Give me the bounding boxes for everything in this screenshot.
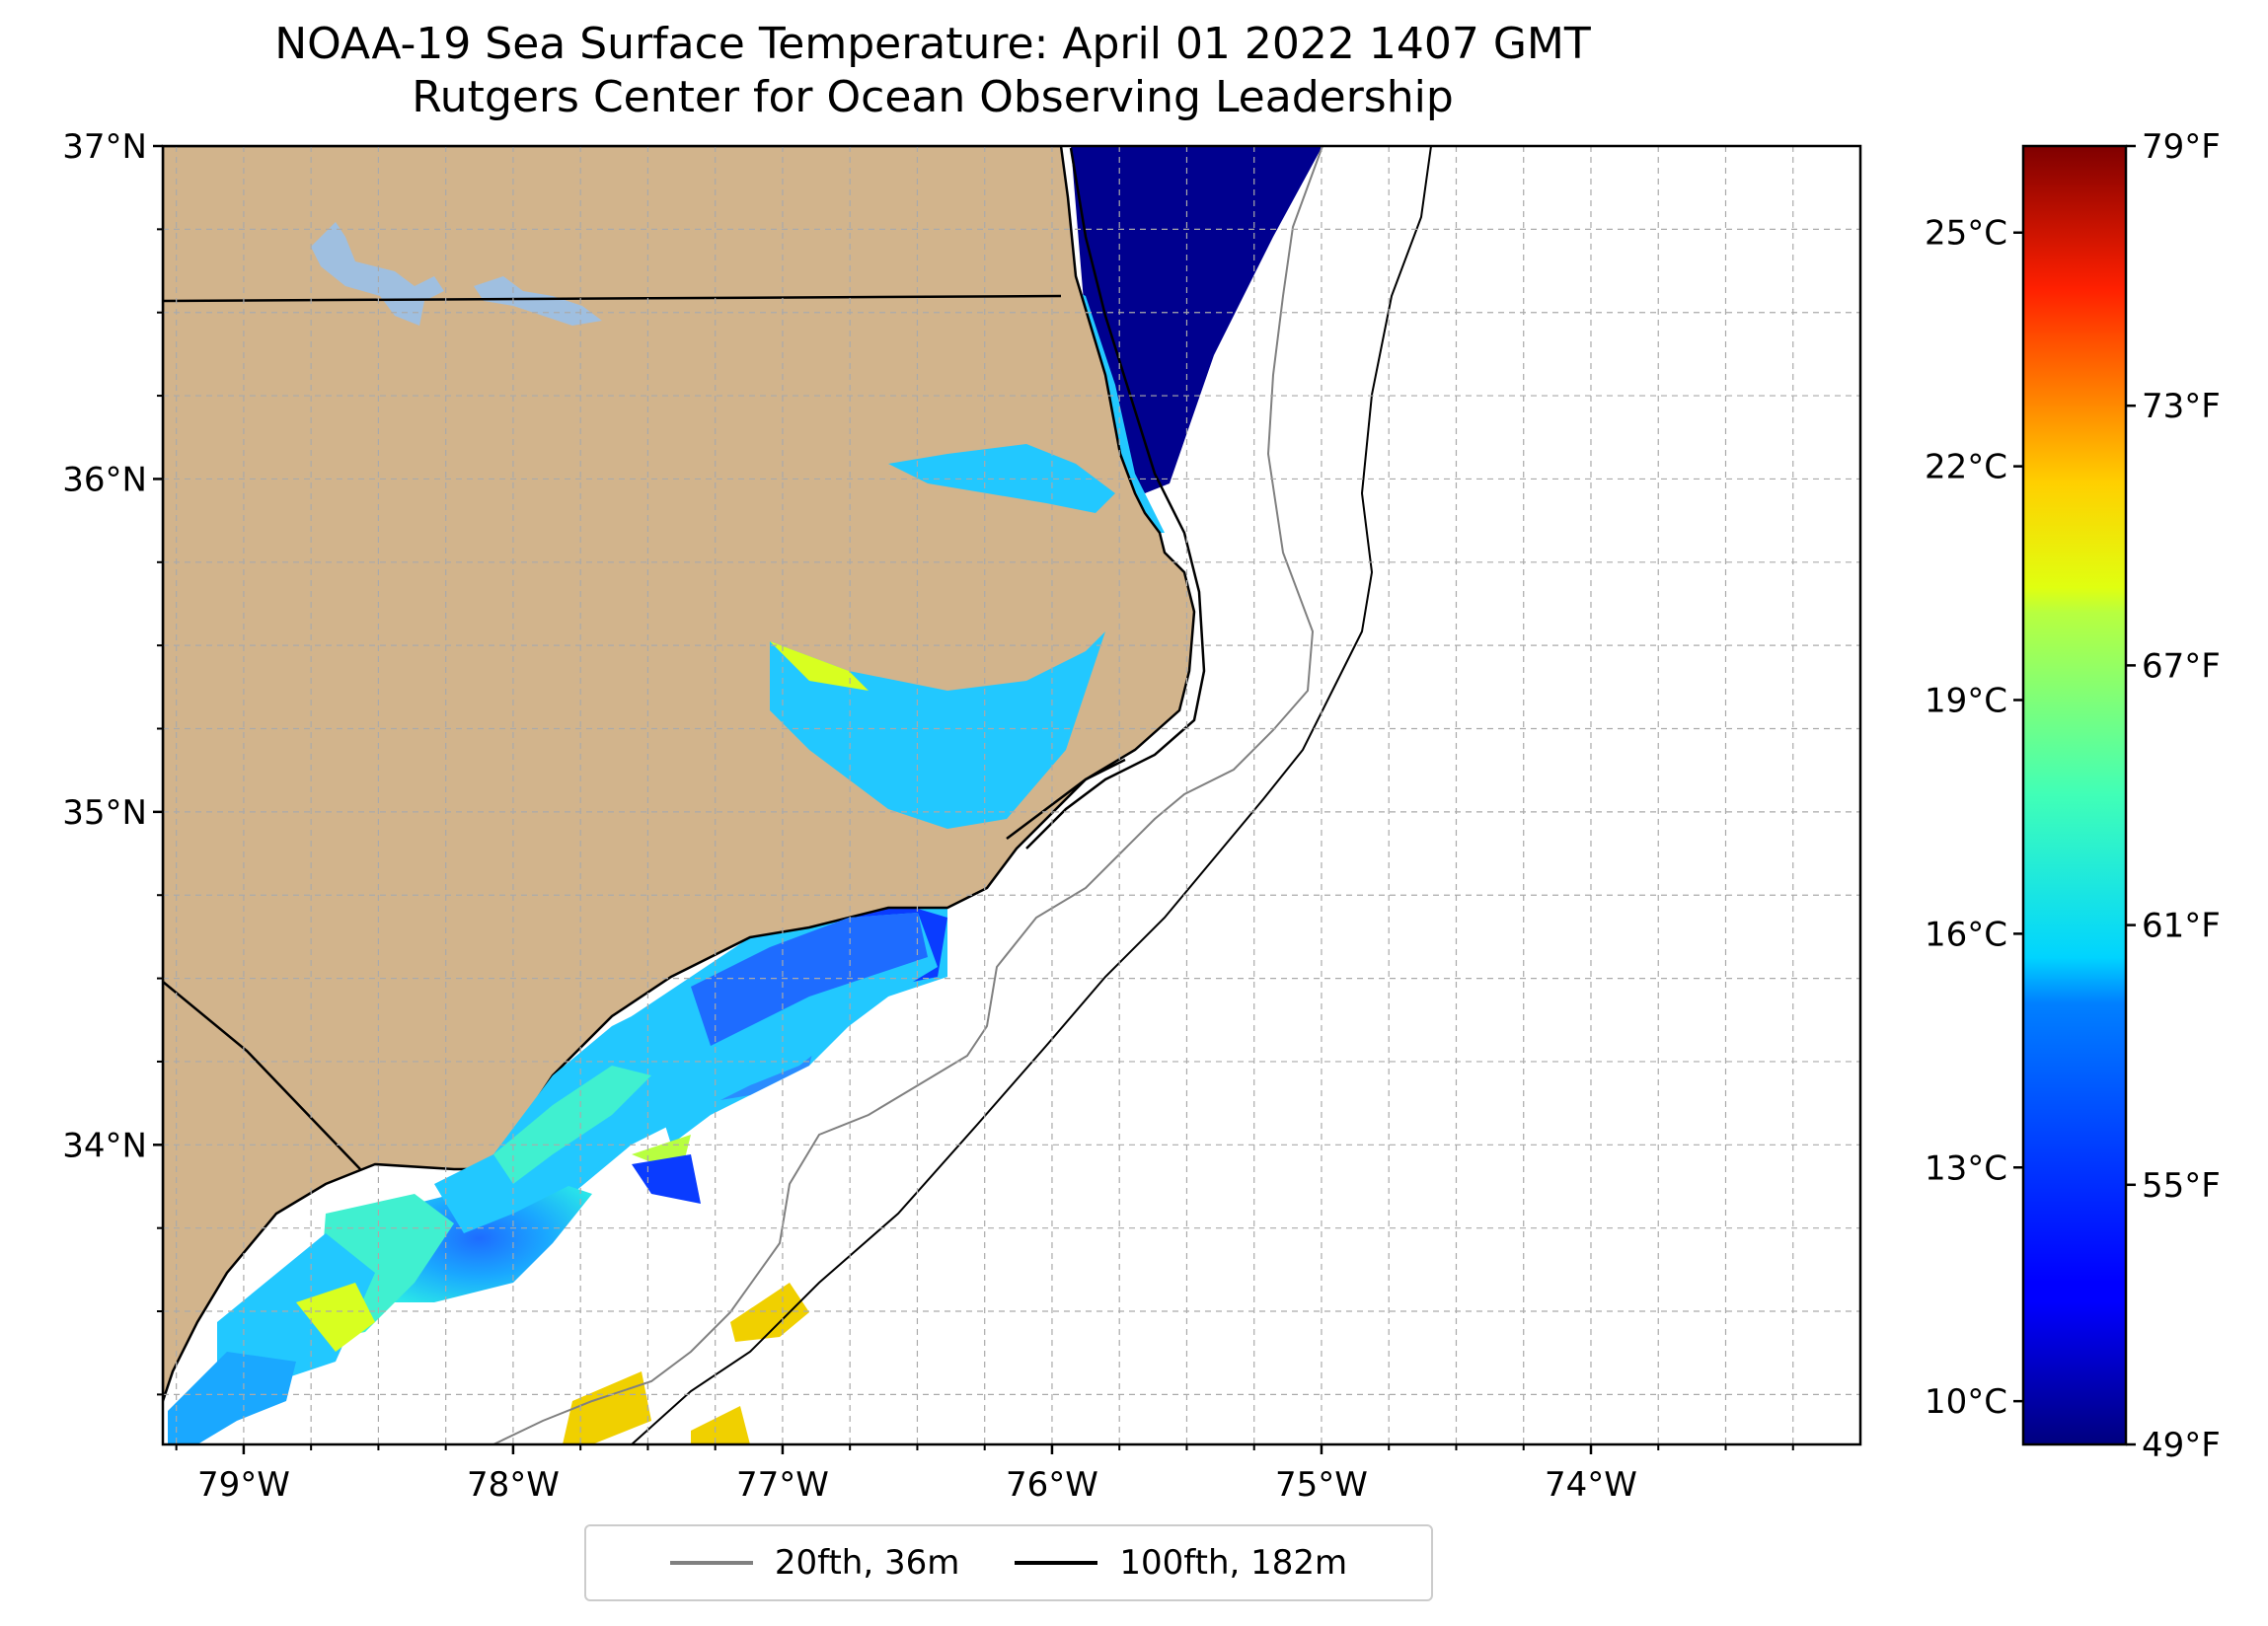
cbar-c-label: 16°C xyxy=(1925,915,2007,954)
contour-100fth xyxy=(631,146,1432,1444)
lat-tick-label: 37°N xyxy=(62,127,147,167)
coastline xyxy=(1006,147,1206,850)
cbar-f-label: 49°F xyxy=(2142,1426,2221,1465)
cbar-f-label: 73°F xyxy=(2142,387,2221,426)
colorbar-fahrenheit-axis: 79°F 73°F 67°F 61°F 55°F 49°F xyxy=(2126,127,2221,1465)
lon-tick-label: 75°W xyxy=(1275,1465,1368,1505)
cbar-f-label: 79°F xyxy=(2142,127,2221,167)
state-borders xyxy=(163,294,1062,1170)
colorbar-celsius-axis: 25°C 22°C 19°C 16°C 13°C 10°C xyxy=(1925,214,2023,1422)
cbar-f-label: 67°F xyxy=(2142,646,2221,686)
legend-swatch-100fth xyxy=(1015,1561,1098,1565)
lon-tick-label: 78°W xyxy=(467,1465,560,1505)
legend-item-20fth: 20fth, 36m xyxy=(669,1543,960,1583)
lat-tick-label: 35°N xyxy=(62,793,147,833)
chart-title: NOAA-19 Sea Surface Temperature: April 0… xyxy=(0,18,1865,124)
lon-tick-label: 77°W xyxy=(736,1465,829,1505)
legend-item-100fth: 100fth, 182m xyxy=(1015,1543,1347,1583)
cbar-c-label: 19°C xyxy=(1925,681,2007,720)
cbar-f-label: 55°F xyxy=(2142,1166,2221,1206)
colorbar-gradient xyxy=(2021,144,2128,1446)
legend-label-100fth: 100fth, 182m xyxy=(1119,1543,1348,1583)
legend-swatch-20fth xyxy=(669,1561,753,1565)
colorbar: 25°C 22°C 19°C 16°C 13°C 10°C 79°F 73°F 67°F 61°… xyxy=(1925,127,2221,1465)
title-line-1: NOAA-19 Sea Surface Temperature: April 0… xyxy=(274,19,1591,69)
cbar-c-label: 25°C xyxy=(1925,214,2007,254)
lat-tick-label: 34°N xyxy=(62,1126,147,1165)
lat-tick-label: 36°N xyxy=(62,460,147,499)
gridlines xyxy=(163,146,1860,1444)
cbar-c-label: 13°C xyxy=(1925,1148,2007,1188)
lon-tick-label: 76°W xyxy=(1006,1465,1098,1505)
legend-label-20fth: 20fth, 36m xyxy=(774,1543,960,1583)
lon-axis: 79°W 78°W 77°W 76°W 75°W 74°W xyxy=(175,1444,1794,1505)
cbar-f-label: 61°F xyxy=(2142,907,2221,946)
contour-20fth xyxy=(492,146,1323,1444)
lon-tick-label: 74°W xyxy=(1545,1465,1637,1505)
map-frame xyxy=(161,144,1862,1446)
cbar-c-label: 22°C xyxy=(1925,448,2007,487)
lon-tick-label: 79°W xyxy=(197,1465,290,1505)
cbar-c-label: 10°C xyxy=(1925,1382,2007,1422)
map-area xyxy=(163,146,1860,1444)
lat-axis: 37°N 36°N 35°N 34°N xyxy=(62,127,163,1396)
legend: 20fth, 36m 100fth, 182m xyxy=(584,1524,1433,1601)
title-line-2: Rutgers Center for Ocean Observing Leade… xyxy=(412,72,1454,122)
